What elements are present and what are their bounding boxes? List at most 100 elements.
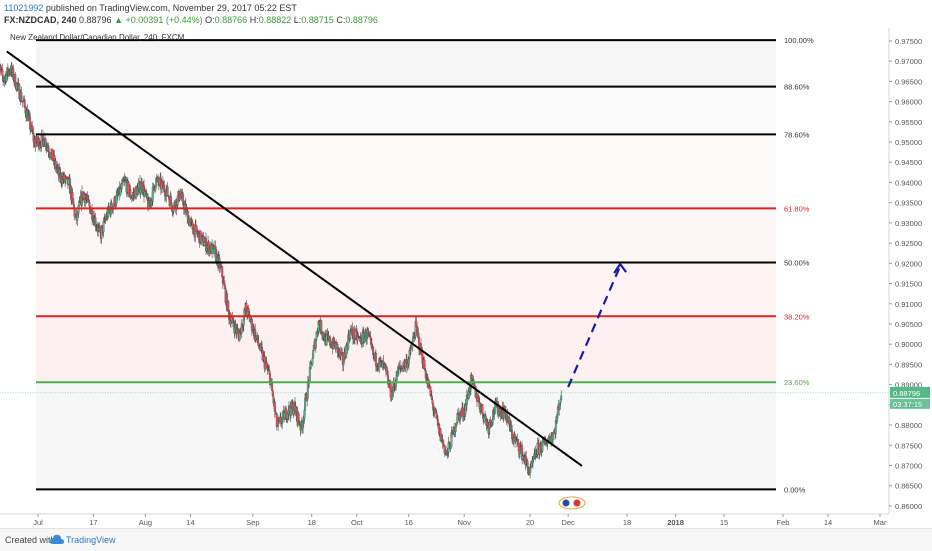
fib-level-label: 100.00% — [784, 36, 814, 45]
time-tick-label: 18 — [623, 518, 631, 527]
fib-zone-fill — [36, 382, 776, 490]
time-tick-label: 2018 — [667, 518, 684, 527]
price-tick-label: 0.96500 — [895, 77, 922, 86]
time-tick-label: 14 — [824, 518, 832, 527]
projection-arrow-line — [567, 265, 622, 388]
change-value: +0.00391 (+0.44%) — [125, 15, 203, 25]
high-label: H: — [249, 15, 259, 25]
candle-body — [166, 186, 169, 197]
time-tick-label: 14 — [186, 518, 194, 527]
candle-body — [449, 446, 452, 449]
candle-body — [436, 418, 439, 424]
up-arrow-icon: ▲ — [114, 15, 124, 25]
price-tick-label: 0.90500 — [895, 320, 922, 329]
price-tick-label: 0.92500 — [895, 239, 922, 248]
candle-body — [481, 404, 484, 414]
candle-body — [115, 195, 118, 205]
price-tick-label: 0.93000 — [895, 219, 922, 228]
price-tick-label: 0.92000 — [895, 259, 922, 268]
time-tick-label: Sep — [246, 518, 259, 527]
price-tick-label: 0.90000 — [895, 340, 922, 349]
fib-level-label: 61.80% — [784, 204, 810, 213]
price-tick-label: 0.95500 — [895, 118, 922, 127]
countdown-tag — [890, 398, 930, 409]
open-label: O: — [205, 15, 215, 25]
created-with-label: Created with — [5, 535, 56, 545]
price-tick-label: 0.88000 — [895, 421, 922, 430]
price-tick-label: 0.93500 — [895, 199, 922, 208]
time-tick-label: 16 — [405, 518, 413, 527]
fib-zone-fill — [36, 208, 776, 263]
price-tick-label: 0.97500 — [895, 37, 922, 46]
candle-body — [335, 342, 338, 345]
fib-level-label: 23.60% — [784, 378, 810, 387]
time-tick-label: 15 — [720, 518, 728, 527]
price-chart[interactable]: 0.97500 0.97000 0.96500 0.96000 0.95500 0.950… — [0, 0, 932, 528]
candle-body — [329, 336, 331, 346]
time-tick-label: 20 — [526, 518, 534, 527]
candle-body — [374, 352, 377, 367]
candle-body — [442, 444, 445, 447]
low-label: L: — [293, 15, 302, 25]
price-tick-label: 0.96000 — [895, 98, 922, 107]
time-tick-label: Mar — [874, 518, 887, 527]
time-tick-label: Aug — [139, 518, 152, 527]
candle-body — [311, 358, 314, 365]
nz-flag-icon — [562, 499, 570, 507]
fib-level-label: 78.60% — [784, 130, 810, 139]
last-price-value: 0.88796 — [79, 15, 112, 25]
low-value: 0.88715 — [301, 15, 334, 25]
fib-level-label: 38.20% — [784, 312, 810, 321]
candle-body — [560, 395, 563, 400]
time-tick-label: 17 — [89, 518, 97, 527]
high-value: 0.88822 — [258, 15, 292, 25]
publish-info: published on TradingView.com, November 2… — [45, 3, 297, 13]
time-tick-label: Feb — [777, 518, 790, 527]
candle-body — [385, 365, 387, 371]
candle-body — [532, 458, 535, 460]
candle-body — [411, 337, 414, 343]
time-tick-label: Jul — [33, 518, 43, 527]
price-tick-label: 0.86500 — [895, 482, 922, 491]
close-value: 0.88796 — [345, 15, 378, 25]
chart-title: New Zealand Dollar/Canadian Dollar, 240,… — [10, 33, 185, 42]
time-tick-label: Oct — [351, 518, 364, 527]
trend-line — [6, 50, 583, 467]
price-tick-label: 0.86000 — [895, 502, 922, 511]
open-value: 0.88766 — [214, 15, 248, 25]
last-price-tag-label: 0.88796 — [893, 389, 920, 398]
time-tick-label: 18 — [308, 518, 316, 527]
candle-body — [511, 429, 513, 439]
candle-body — [88, 201, 91, 207]
fib-zone-fill — [36, 134, 776, 209]
countdown-label: 03:37:15 — [893, 400, 922, 409]
price-tick-label: 0.89500 — [895, 360, 922, 369]
fib-zone-fill — [36, 316, 776, 383]
chart-header: 11021992 published on TradingView.com, N… — [4, 2, 378, 26]
fib-level-label: 50.00% — [784, 259, 810, 268]
ohlc-line: FX:NZDCAD, 240 0.88796 ▲ +0.00391 (+0.44… — [4, 14, 378, 26]
price-tick-label: 0.97000 — [895, 57, 922, 66]
price-tick-label: 0.94500 — [895, 158, 922, 167]
projection-arrow-head-icon — [613, 262, 628, 274]
tradingview-link[interactable]: TradingView — [66, 535, 116, 545]
candle-body — [399, 365, 402, 368]
last-price-tag — [890, 386, 930, 398]
price-tick-label: 0.89000 — [895, 381, 922, 390]
fib-zone-fill — [36, 86, 776, 135]
price-tick-label: 0.91500 — [895, 280, 922, 289]
footer-bar: Created with TradingView — [0, 528, 932, 551]
fib-zone-fill — [36, 262, 776, 317]
ca-flag-icon — [573, 499, 581, 507]
time-tick-label: Nov — [458, 518, 472, 527]
candle-body — [442, 440, 445, 445]
price-tick-label: 0.87500 — [895, 441, 922, 450]
fib-zone-fill — [36, 40, 776, 87]
candle-body — [120, 183, 123, 189]
symbol-label: FX:NZDCAD, 240 — [4, 15, 77, 25]
candle-body — [552, 433, 555, 441]
close-label: C: — [336, 15, 346, 25]
candle-body — [191, 221, 194, 230]
price-tick-label: 0.87000 — [895, 461, 922, 470]
author-link[interactable]: 11021992 — [4, 3, 44, 13]
